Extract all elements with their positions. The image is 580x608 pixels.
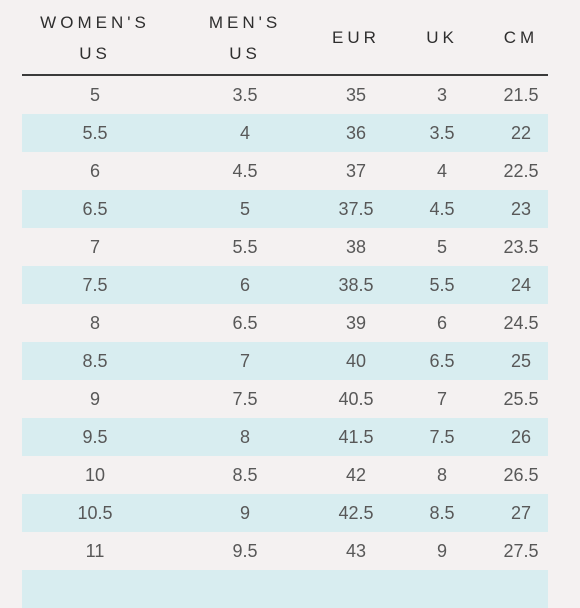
header-label: MEN'S: [208, 12, 282, 32]
table-cell: 6: [89, 161, 100, 181]
header-label: EUR: [332, 28, 380, 47]
table-cell: 4.5: [232, 161, 258, 181]
header-womens-us: WOMEN'S US: [18, 0, 172, 75]
table-cell: 3: [436, 85, 447, 105]
table-cell: 5: [89, 85, 100, 105]
header-label: CM: [503, 28, 539, 47]
table-cell: 22: [510, 123, 532, 143]
table-row: [0, 570, 580, 608]
table-cell: 25.5: [503, 389, 539, 409]
table-row: 5 3.5 35 3 21.5: [0, 76, 580, 114]
table-cell: [316, 570, 396, 608]
table-cell: 8: [436, 465, 447, 485]
table-cell: [190, 570, 300, 608]
table-cell: 38: [345, 237, 367, 257]
table-cell: 6: [436, 313, 447, 333]
table-cell: 40: [345, 351, 367, 371]
table-cell: 39: [345, 313, 367, 333]
table-cell: 5.5: [82, 123, 108, 143]
table-cell: 42.5: [338, 503, 374, 523]
table-cell: 8: [89, 313, 100, 333]
table-cell: 7: [436, 389, 447, 409]
table-cell: 5: [436, 237, 447, 257]
header-sublabel: US: [229, 43, 261, 63]
table-row: 10 8.5 42 8 26.5: [0, 456, 580, 494]
table-cell: 7.5: [82, 275, 108, 295]
header-label: WOMEN'S: [40, 12, 150, 32]
table-row: 9 7.5 40.5 7 25.5: [0, 380, 580, 418]
table-cell: 7: [89, 237, 100, 257]
table-cell: 8.5: [232, 465, 258, 485]
table-cell: 5: [239, 199, 250, 219]
header-label: UK: [426, 28, 458, 47]
table-cell: 35: [345, 85, 367, 105]
header-eur: EUR: [302, 0, 410, 75]
table-cell: 24: [510, 275, 532, 295]
header-divider: [22, 74, 548, 76]
table-row: 8.5 7 40 6.5 25: [0, 342, 580, 380]
table-cell: 4: [436, 161, 447, 181]
table-cell: 37: [345, 161, 367, 181]
table-cell: 8.5: [429, 503, 455, 523]
table-body: 5 3.5 35 3 21.5 5.5 4 36 3.5 22 6 4.5 37 4 22.5 6.5 5 37.…: [0, 76, 580, 608]
table-cell: 6.5: [429, 351, 455, 371]
size-chart: WOMEN'S US MEN'S US EUR UK CM 5 3.5 35 3 21.…: [18, 0, 562, 608]
table-cell: 9.5: [82, 427, 108, 447]
table-cell: 27.5: [503, 541, 539, 561]
table-cell: 38.5: [338, 275, 374, 295]
header-cm: CM: [480, 0, 562, 75]
header-sublabel: US: [79, 43, 111, 63]
table-row: 5.5 4 36 3.5 22: [0, 114, 580, 152]
table-cell: [488, 570, 554, 608]
table-row: 11 9.5 43 9 27.5: [0, 532, 580, 570]
table-cell: 3.5: [429, 123, 455, 143]
table-cell: 37.5: [338, 199, 374, 219]
table-cell: 9: [89, 389, 100, 409]
table-cell: 6: [239, 275, 250, 295]
table-row: 9.5 8 41.5 7.5 26: [0, 418, 580, 456]
table-cell: 40.5: [338, 389, 374, 409]
table-cell: 10: [84, 465, 106, 485]
table-cell: 25: [510, 351, 532, 371]
table-cell: 5.5: [429, 275, 455, 295]
table-cell: 7.5: [232, 389, 258, 409]
table-cell: 6.5: [232, 313, 258, 333]
table-cell: 24.5: [503, 313, 539, 333]
table-row: 8 6.5 39 6 24.5: [0, 304, 580, 342]
table-cell: 23.5: [503, 237, 539, 257]
table-cell: 41.5: [338, 427, 374, 447]
table-cell: 4.5: [429, 199, 455, 219]
table-cell: 36: [345, 123, 367, 143]
table-cell: 22.5: [503, 161, 539, 181]
table-cell: 42: [345, 465, 367, 485]
table-cell: 26.5: [503, 465, 539, 485]
table-cell: 9: [239, 503, 250, 523]
table-cell: 7.5: [429, 427, 455, 447]
table-cell: 5.5: [232, 237, 258, 257]
table-cell: 9.5: [232, 541, 258, 561]
table-row: 6.5 5 37.5 4.5 23: [0, 190, 580, 228]
table-row: 10.5 9 42.5 8.5 27: [0, 494, 580, 532]
table-cell: 8: [239, 427, 250, 447]
table-cell: 26: [510, 427, 532, 447]
table-cell: 43: [345, 541, 367, 561]
header-mens-us: MEN'S US: [168, 0, 322, 75]
table-cell: 8.5: [82, 351, 108, 371]
table-cell: 6.5: [82, 199, 108, 219]
header-uk: UK: [402, 0, 482, 75]
table-row: 7 5.5 38 5 23.5: [0, 228, 580, 266]
table-row: 6 4.5 37 4 22.5: [0, 152, 580, 190]
table-cell: 10.5: [77, 503, 113, 523]
table-cell: 23: [510, 199, 532, 219]
table-cell: 9: [436, 541, 447, 561]
table-cell: 3.5: [232, 85, 258, 105]
table-cell: 27: [510, 503, 532, 523]
table-cell: 4: [239, 123, 250, 143]
table-cell: 7: [239, 351, 250, 371]
table-cell: 11: [85, 541, 105, 561]
table-cell: [412, 570, 472, 608]
table-row: 7.5 6 38.5 5.5 24: [0, 266, 580, 304]
table-cell: [40, 570, 150, 608]
table-cell: 21.5: [503, 85, 539, 105]
